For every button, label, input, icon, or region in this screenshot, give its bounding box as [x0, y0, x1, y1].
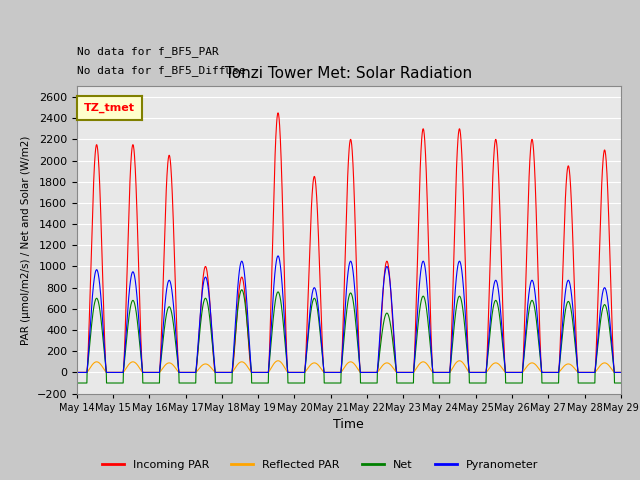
Incoming PAR — [73, 370, 81, 375]
Reflected PAR — [275, 358, 282, 364]
Line: Reflected PAR: Reflected PAR — [77, 361, 621, 372]
Line: Net: Net — [77, 290, 621, 383]
Reflected PAR — [73, 370, 81, 375]
Reflected PAR — [584, 370, 592, 375]
Text: No data for f_BF5_PAR: No data for f_BF5_PAR — [77, 47, 218, 58]
Text: No data for f_BF5_Diffuse: No data for f_BF5_Diffuse — [77, 65, 246, 76]
Pyranometer — [376, 323, 384, 329]
Reflected PAR — [507, 370, 515, 375]
X-axis label: Time: Time — [333, 418, 364, 431]
Net — [617, 380, 625, 386]
Reflected PAR — [225, 370, 232, 375]
Reflected PAR — [376, 365, 384, 371]
Incoming PAR — [617, 370, 625, 375]
Net — [569, 321, 577, 326]
Net — [73, 380, 81, 386]
Net — [238, 287, 246, 293]
Pyranometer — [569, 306, 577, 312]
Line: Pyranometer: Pyranometer — [77, 256, 621, 372]
Pyranometer — [275, 253, 282, 259]
Net — [365, 380, 372, 386]
Title: Tonzi Tower Met: Solar Radiation: Tonzi Tower Met: Solar Radiation — [225, 66, 472, 81]
Incoming PAR — [275, 110, 282, 116]
Reflected PAR — [617, 370, 625, 375]
Net — [225, 380, 232, 386]
Incoming PAR — [225, 370, 232, 375]
Pyranometer — [617, 370, 625, 375]
Net — [376, 344, 384, 349]
Reflected PAR — [365, 370, 372, 375]
Pyranometer — [365, 370, 372, 375]
Incoming PAR — [584, 370, 592, 375]
Legend: Incoming PAR, Reflected PAR, Net, Pyranometer: Incoming PAR, Reflected PAR, Net, Pyrano… — [97, 456, 543, 474]
Y-axis label: PAR (μmol/m2/s) / Net and Solar (W/m2): PAR (μmol/m2/s) / Net and Solar (W/m2) — [21, 135, 31, 345]
Incoming PAR — [569, 240, 577, 245]
Pyranometer — [225, 370, 232, 375]
Incoming PAR — [507, 370, 515, 375]
Pyranometer — [584, 370, 592, 375]
Line: Incoming PAR: Incoming PAR — [77, 113, 621, 372]
Incoming PAR — [376, 330, 384, 336]
Reflected PAR — [569, 364, 577, 370]
Net — [584, 380, 592, 386]
Incoming PAR — [365, 370, 372, 375]
Pyranometer — [73, 370, 81, 375]
Pyranometer — [507, 370, 515, 375]
Net — [507, 380, 515, 386]
